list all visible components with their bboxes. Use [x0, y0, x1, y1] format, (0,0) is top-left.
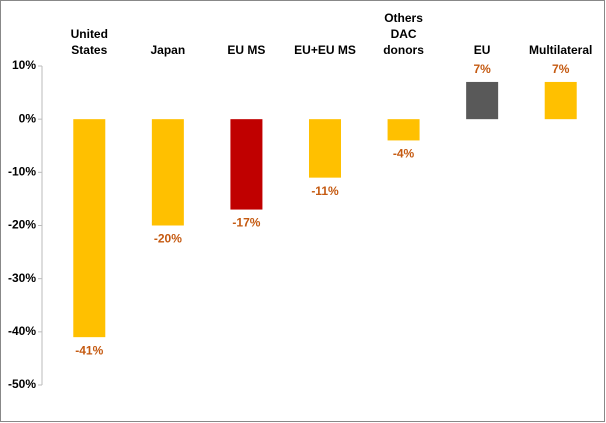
value-label: -17% — [232, 216, 260, 230]
y-tick-label: -50% — [8, 377, 36, 391]
y-tick-label: -10% — [8, 165, 36, 179]
y-tick-label: -30% — [8, 271, 36, 285]
category-label: Multilateral — [529, 43, 593, 57]
value-label: -11% — [311, 184, 339, 198]
y-tick-label: 10% — [12, 58, 36, 72]
category-label: Others DAC donors — [383, 11, 424, 57]
value-label: -41% — [75, 343, 103, 357]
bar — [230, 119, 263, 210]
value-label: -20% — [154, 232, 182, 246]
category-label: EU MS — [227, 43, 266, 57]
value-label: 7% — [552, 62, 570, 76]
bar — [387, 119, 420, 141]
bar — [73, 119, 106, 338]
category-label: EU+EU MS — [294, 43, 356, 57]
y-tick-label: -40% — [8, 324, 36, 338]
y-tick-label: 0% — [19, 111, 37, 125]
y-tick-label: -20% — [8, 218, 36, 232]
bar — [309, 119, 341, 178]
bar — [466, 81, 499, 120]
bar — [544, 81, 577, 120]
category-label: Japan — [150, 43, 186, 57]
category-label: EU — [473, 43, 491, 57]
category-label: United States — [70, 27, 108, 57]
bar — [151, 119, 184, 226]
value-label: -4% — [393, 147, 415, 161]
value-label: 7% — [473, 62, 491, 76]
